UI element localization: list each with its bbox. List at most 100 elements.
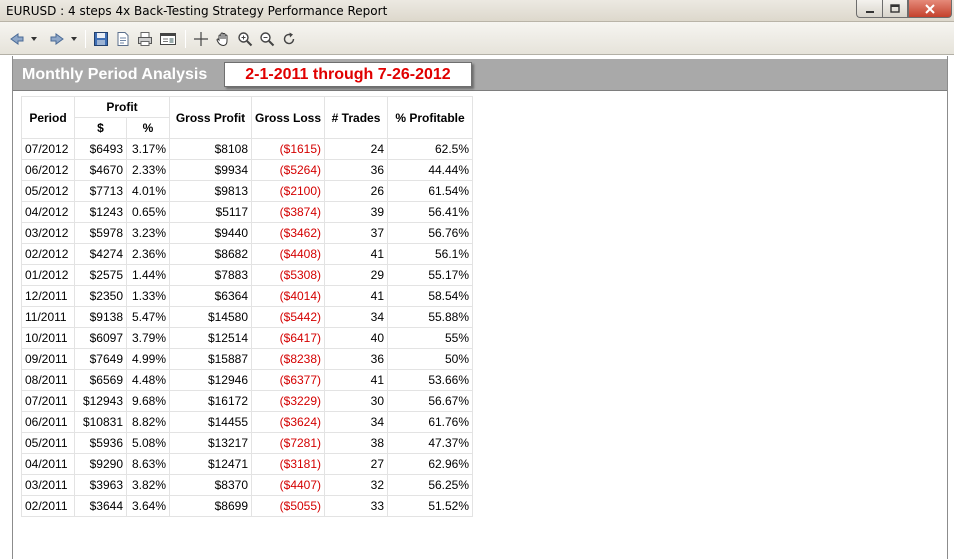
cell-gross-profit: $9440 (169, 222, 252, 244)
cell-profit-pct: 3.79% (126, 327, 170, 349)
toolbar-separator (85, 30, 86, 48)
cell-pct-profitable: 58.54% (387, 285, 474, 307)
preview-button[interactable] (158, 30, 178, 48)
cell-pct-profitable: 56.76% (387, 222, 474, 244)
forward-button[interactable] (48, 30, 66, 48)
zoom-out-button[interactable] (258, 30, 276, 48)
column-header-profit-dollar: $ (74, 117, 127, 139)
cell-gross-loss: ($4407) (250, 474, 326, 496)
cell-gross-loss: ($6417) (250, 327, 326, 349)
cell-profit: $6569 (74, 369, 127, 391)
cell-pct-profitable: 56.41% (387, 201, 474, 223)
cell-pct-profitable: 56.67% (387, 390, 474, 412)
cell-pct-profitable: 47.37% (387, 432, 474, 454)
cell-trades: 38 (324, 432, 389, 454)
cell-gross-profit: $8699 (169, 495, 252, 517)
cell-gross-loss: ($3624) (250, 411, 326, 433)
report-panel: Monthly Period Analysis 2-1-2011 through… (12, 56, 948, 559)
forward-dropdown-icon (71, 37, 77, 41)
toolbar-separator (185, 30, 186, 48)
cell-gross-loss: ($4408) (250, 243, 326, 265)
refresh-button[interactable] (280, 30, 298, 48)
cell-trades: 27 (324, 453, 389, 475)
cell-period: 03/2012 (21, 222, 75, 244)
cell-profit: $12943 (74, 390, 127, 412)
table-row: 01/2012 $2575 1.44% $7883 ($5308) 29 55.17% (21, 264, 474, 286)
cell-pct-profitable: 55.88% (387, 306, 474, 328)
date-range-badge: 2-1-2011 through 7-26-2012 (224, 62, 472, 87)
save-icon (94, 32, 108, 46)
pan-button[interactable] (214, 30, 232, 48)
cell-profit: $6493 (74, 138, 127, 160)
cell-trades: 33 (324, 495, 389, 517)
cell-gross-loss: ($8238) (250, 348, 326, 370)
cell-profit: $3644 (74, 495, 127, 517)
cell-profit-pct: 1.44% (126, 264, 170, 286)
table-row: 04/2011 $9290 8.63% $12471 ($3181) 27 62.96% (21, 453, 474, 475)
cell-period: 09/2011 (21, 348, 75, 370)
cell-profit: $1243 (74, 201, 127, 223)
cell-period: 11/2011 (21, 306, 75, 328)
print-button[interactable] (136, 30, 154, 48)
close-button[interactable] (908, 0, 952, 18)
refresh-icon (283, 32, 295, 45)
table-row: 02/2011 $3644 3.64% $8699 ($5055) 33 51.52% (21, 495, 474, 517)
cell-gross-profit: $5117 (169, 201, 252, 223)
zoom-in-button[interactable] (236, 30, 254, 48)
cell-pct-profitable: 62.96% (387, 453, 474, 475)
cell-profit-pct: 8.82% (126, 411, 170, 433)
minimize-button[interactable] (856, 0, 882, 18)
cell-period: 08/2011 (21, 369, 75, 391)
page-setup-button[interactable] (114, 30, 132, 48)
cell-trades: 41 (324, 243, 389, 265)
cell-profit: $5978 (74, 222, 127, 244)
hand-icon (216, 32, 228, 47)
cell-profit-pct: 5.47% (126, 306, 170, 328)
cell-gross-loss: ($2100) (250, 180, 326, 202)
cell-pct-profitable: 56.25% (387, 474, 474, 496)
cell-profit-pct: 8.63% (126, 453, 170, 475)
cell-profit-pct: 3.23% (126, 222, 170, 244)
cell-gross-loss: ($3462) (250, 222, 326, 244)
cell-pct-profitable: 44.44% (387, 159, 474, 181)
maximize-button[interactable] (882, 0, 908, 18)
cell-period: 02/2011 (21, 495, 75, 517)
table-row: 05/2012 $7713 4.01% $9813 ($2100) 26 61.54% (21, 180, 474, 202)
cell-gross-loss: ($3874) (250, 201, 326, 223)
cell-profit-pct: 2.33% (126, 159, 170, 181)
cell-profit: $7713 (74, 180, 127, 202)
zoom-in-icon (238, 32, 253, 47)
back-dropdown-button[interactable] (29, 30, 39, 48)
cell-period: 12/2011 (21, 285, 75, 307)
forward-dropdown-button[interactable] (69, 30, 79, 48)
cell-trades: 39 (324, 201, 389, 223)
crosshair-button[interactable] (192, 30, 210, 48)
back-button[interactable] (8, 30, 26, 48)
cell-trades: 36 (324, 348, 389, 370)
cell-gross-loss: ($5264) (250, 159, 326, 181)
cell-profit-pct: 3.64% (126, 495, 170, 517)
cell-period: 01/2012 (21, 264, 75, 286)
cell-profit-pct: 9.68% (126, 390, 170, 412)
toolbar (0, 22, 954, 55)
maximize-icon (890, 3, 900, 13)
forward-icon (50, 33, 64, 45)
table-row: 09/2011 $7649 4.99% $15887 ($8238) 36 50% (21, 348, 474, 370)
report-title: Monthly Period Analysis (22, 66, 208, 83)
cell-period: 04/2011 (21, 453, 75, 475)
cell-gross-profit: $12946 (169, 369, 252, 391)
save-button[interactable] (92, 30, 110, 48)
table-row: 05/2011 $5936 5.08% $13217 ($7281) 38 47.37% (21, 432, 474, 454)
cell-gross-loss: ($5308) (250, 264, 326, 286)
print-icon (138, 32, 152, 46)
preview-icon (160, 33, 176, 45)
table-row: 03/2011 $3963 3.82% $8370 ($4407) 32 56.25% (21, 474, 474, 496)
cell-pct-profitable: 61.54% (387, 180, 474, 202)
cell-gross-loss: ($3229) (250, 390, 326, 412)
table-row: 02/2012 $4274 2.36% $8682 ($4408) 41 56.1% (21, 243, 474, 265)
report-header: Monthly Period Analysis 2-1-2011 through… (13, 59, 947, 91)
cell-profit: $3963 (74, 474, 127, 496)
cell-profit: $6097 (74, 327, 127, 349)
cell-profit: $4670 (74, 159, 127, 181)
cell-pct-profitable: 55.17% (387, 264, 474, 286)
